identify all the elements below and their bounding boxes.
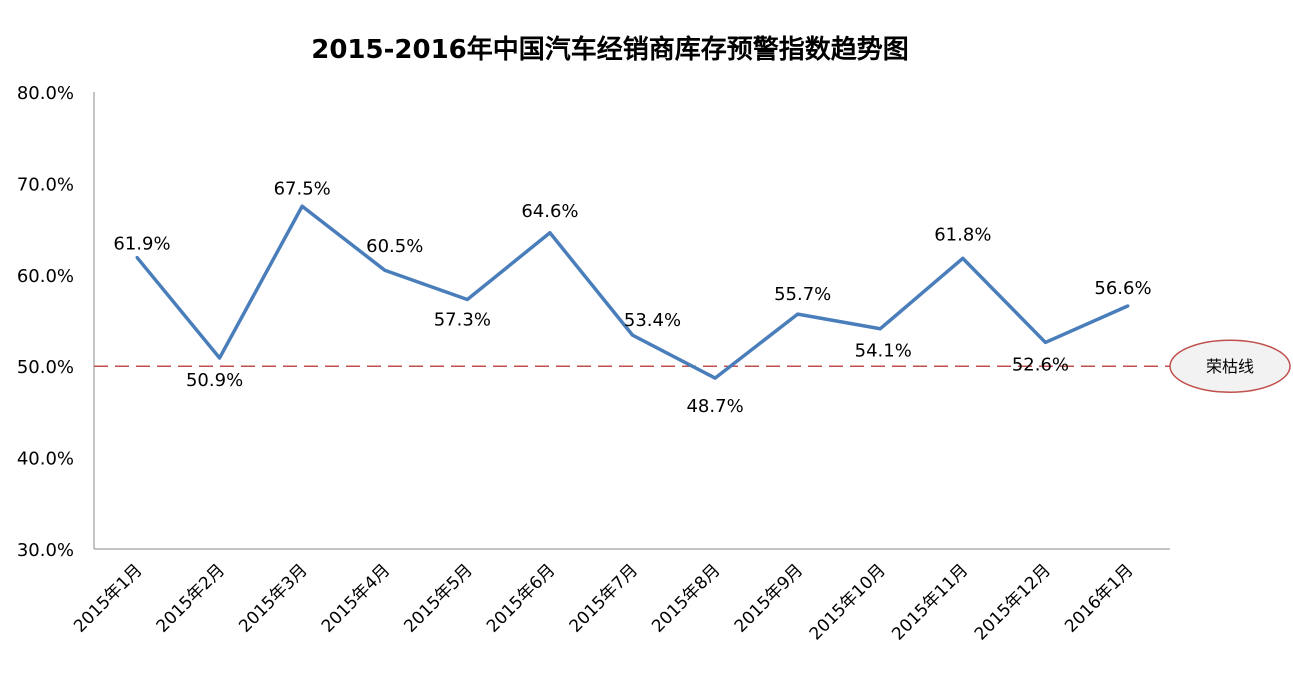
y-tick-label: 60.0% xyxy=(17,266,74,287)
y-tick-label: 40.0% xyxy=(17,449,74,470)
data-point xyxy=(383,268,387,272)
data-label: 54.1% xyxy=(855,341,912,362)
data-point xyxy=(878,327,882,331)
data-point xyxy=(218,356,222,360)
reference-line: 荣枯线 xyxy=(94,339,1291,393)
x-tick-label: 2015年3月 xyxy=(235,560,311,636)
y-tick-label: 50.0% xyxy=(17,357,74,378)
data-label: 55.7% xyxy=(774,284,831,305)
x-tick-label: 2015年2月 xyxy=(153,560,229,636)
data-point xyxy=(1126,304,1130,308)
data-point xyxy=(1043,340,1047,344)
data-label: 56.6% xyxy=(1094,278,1151,299)
data-label: 61.8% xyxy=(934,224,991,245)
chart-title: 2015-2016年中国汽车经销商库存预警指数趋势图 xyxy=(311,34,909,65)
x-tick-label: 2015年11月 xyxy=(888,560,972,644)
data-point xyxy=(961,256,965,260)
data-labels: 61.9% 50.9% 67.5% 60.5% 57.3% 64.6% 53.4% 48.7%… xyxy=(113,178,1151,417)
data-label: 64.6% xyxy=(521,201,578,222)
data-point xyxy=(300,204,304,208)
x-tick-label: 2015年1月 xyxy=(70,560,146,636)
data-point xyxy=(548,231,552,235)
data-label: 48.7% xyxy=(686,396,743,417)
x-tick-label: 2015年4月 xyxy=(318,560,394,636)
x-tick-label: 2016年1月 xyxy=(1061,560,1137,636)
data-label: 52.6% xyxy=(1012,354,1069,375)
y-axis: 30.0% 40.0% 50.0% 60.0% 70.0% 80.0% xyxy=(17,83,95,561)
data-label: 60.5% xyxy=(366,236,423,257)
y-tick-label: 30.0% xyxy=(17,540,74,561)
x-axis: 2015年1月 2015年2月 2015年3月 2015年4月 2015年5月 2015年… xyxy=(70,548,1170,644)
data-point xyxy=(713,376,717,380)
data-label: 53.4% xyxy=(624,310,681,331)
data-point xyxy=(465,297,469,301)
data-label: 67.5% xyxy=(274,178,331,199)
x-tick-label: 2015年6月 xyxy=(483,560,559,636)
y-tick-label: 70.0% xyxy=(17,174,74,195)
series-line xyxy=(135,204,1130,380)
reference-label-ellipse xyxy=(1169,339,1291,393)
x-tick-label: 2015年12月 xyxy=(971,560,1055,644)
x-tick-label: 2015年8月 xyxy=(648,560,724,636)
data-point xyxy=(135,255,139,259)
data-label: 50.9% xyxy=(186,370,243,391)
y-tick-label: 80.0% xyxy=(17,83,74,104)
x-tick-label: 2015年10月 xyxy=(806,560,890,644)
data-point xyxy=(796,312,800,316)
data-label: 61.9% xyxy=(113,233,170,254)
data-label: 57.3% xyxy=(434,309,491,330)
x-tick-label: 2015年9月 xyxy=(731,560,807,636)
x-tick-label: 2015年5月 xyxy=(400,560,476,636)
data-point xyxy=(631,333,634,337)
reference-label: 荣枯线 xyxy=(1206,357,1254,376)
x-tick-label: 2015年7月 xyxy=(566,560,642,636)
